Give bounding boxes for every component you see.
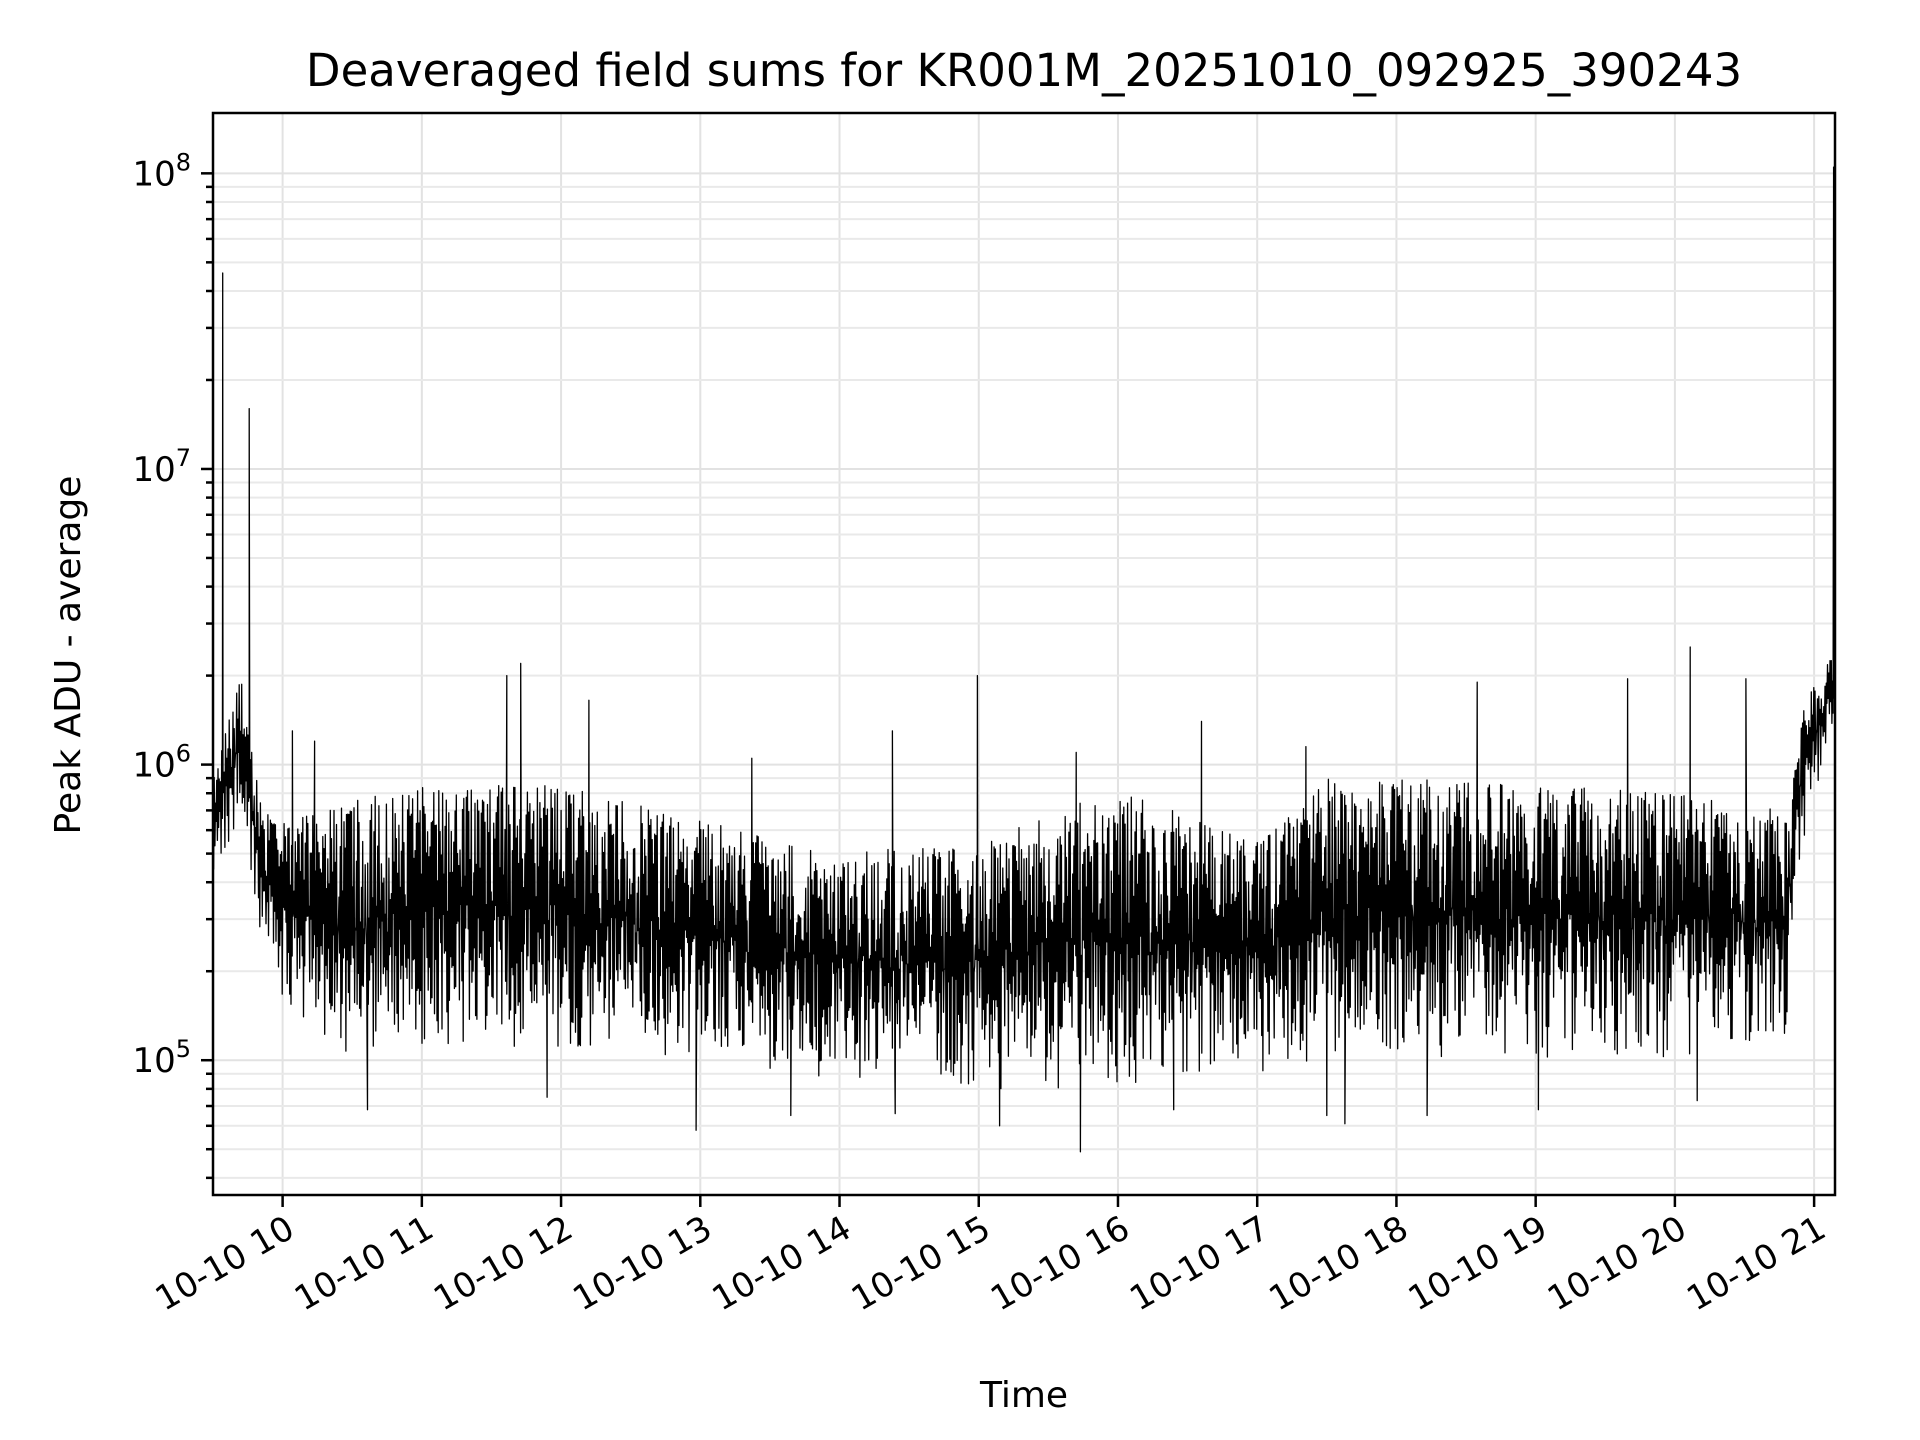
y-tick-exponent: 7 [176,444,191,472]
x-tick-label: 10-10 13 [566,1208,718,1319]
grid [213,113,1835,1195]
y-tick-base: 10 [132,746,175,786]
series-layer [212,166,1836,1153]
y-tick-base: 10 [132,1041,175,1081]
x-tick-label: 10-10 10 [149,1208,301,1319]
x-tick-label: 10-10 20 [1541,1208,1693,1319]
x-tick-label: 10-10 12 [427,1208,579,1319]
x-tick-label: 10-10 15 [845,1208,997,1319]
x-axis-label: Time [979,1375,1068,1416]
chart-title: Deaveraged field sums for KR001M_2025101… [306,44,1742,97]
y-axis-label: Peak ADU - average [48,476,89,835]
y-tick-label: 106 [132,740,191,786]
y-tick-base: 10 [132,154,175,194]
y-tick-label: 108 [132,148,191,194]
y-tick-exponent: 6 [176,740,191,768]
x-tick-label: 10-10 21 [1680,1208,1832,1319]
y-tick-base: 10 [132,450,175,490]
series-line [212,166,1836,1153]
x-tick-label: 10-10 11 [288,1208,440,1319]
x-tick-label: 10-10 17 [1123,1208,1275,1319]
y-tick-label: 105 [132,1035,191,1081]
y-tick-label: 107 [132,444,191,490]
x-tick-label: 10-10 14 [706,1208,858,1319]
x-tick-label: 10-10 19 [1402,1208,1554,1319]
plot-frame [211,111,1837,1197]
y-tick-exponent: 8 [176,148,191,176]
x-tick-label: 10-10 16 [984,1208,1136,1319]
y-tick-exponent: 5 [176,1035,191,1063]
x-tick-label: 10-10 18 [1263,1208,1415,1319]
